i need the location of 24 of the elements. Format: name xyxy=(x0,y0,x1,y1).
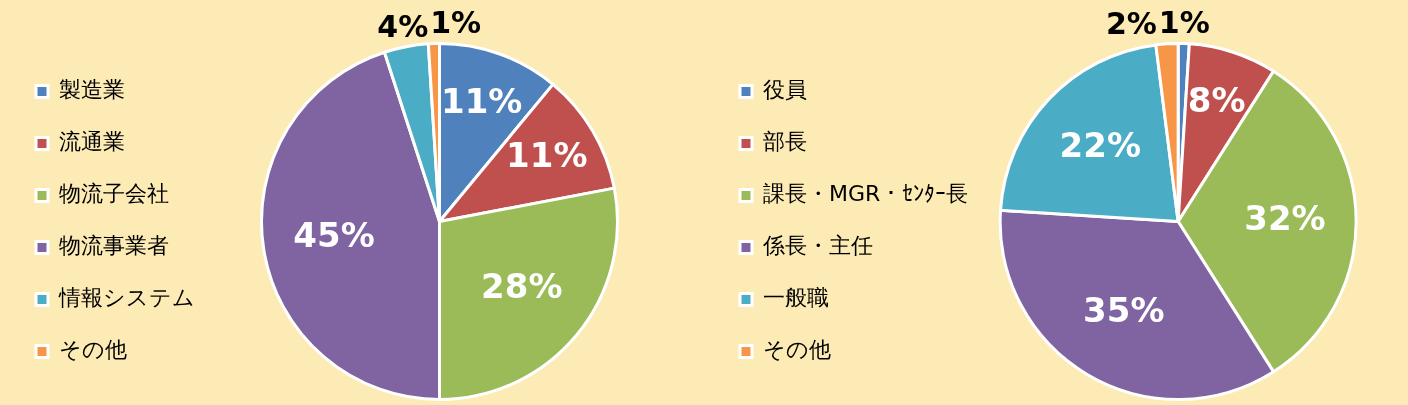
data-label: 32% xyxy=(1244,198,1326,239)
data-label: 28% xyxy=(481,266,563,307)
data-label: 1% xyxy=(1158,5,1210,41)
data-label: 35% xyxy=(1083,290,1165,331)
data-label: 11% xyxy=(506,134,588,175)
data-label: 11% xyxy=(441,81,523,122)
data-label: 8% xyxy=(1187,79,1246,120)
data-label: 4% xyxy=(377,8,429,44)
legend-label: 物流子会社 xyxy=(59,181,169,207)
legend-label: 製造業 xyxy=(59,77,125,103)
legend-label: その他 xyxy=(763,337,831,363)
data-label: 45% xyxy=(293,215,375,256)
legend-label: 物流事業者 xyxy=(59,233,169,259)
data-label: 1% xyxy=(430,5,482,41)
legend-label: 情報システム xyxy=(58,285,195,311)
legend-label: その他 xyxy=(59,337,127,363)
legend-label: 部長 xyxy=(763,129,807,155)
data-label: 2% xyxy=(1105,5,1157,41)
legend-label: 一般職 xyxy=(763,285,829,311)
legend-label: 流通業 xyxy=(59,129,125,155)
legend-label: 役員 xyxy=(763,77,807,103)
legend-label: 係長・主任 xyxy=(762,233,873,259)
legend-label: 課長・MGR・ｾﾝﾀｰ長 xyxy=(763,181,969,207)
data-label: 22% xyxy=(1059,125,1141,166)
